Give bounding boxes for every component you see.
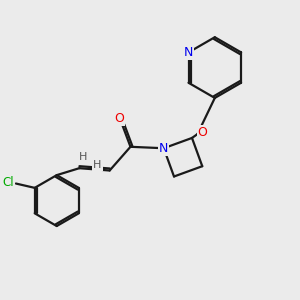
Text: H: H bbox=[93, 160, 102, 170]
Text: O: O bbox=[198, 126, 208, 139]
Text: Cl: Cl bbox=[2, 176, 14, 189]
Text: H: H bbox=[79, 152, 87, 162]
Text: N: N bbox=[159, 142, 168, 155]
Text: N: N bbox=[184, 46, 193, 59]
Text: O: O bbox=[114, 112, 124, 125]
